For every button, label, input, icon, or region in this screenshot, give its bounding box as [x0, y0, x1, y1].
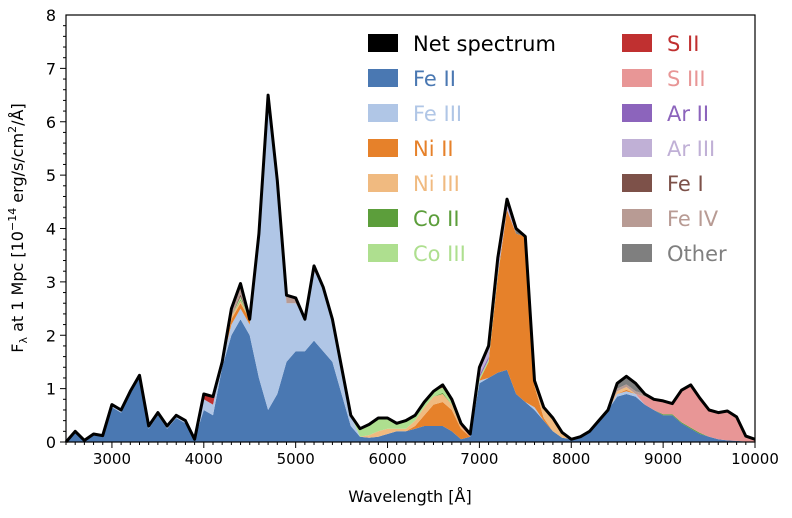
y-axis: 0 1 2 3 4 5 6 7 8 [46, 6, 66, 452]
legend-item-ni-iii: Ni III [368, 172, 460, 196]
legend-swatch [368, 209, 398, 227]
legend-item-co-iii: Co III [368, 242, 466, 266]
legend-item-net-spectrum: Net spectrum [368, 32, 556, 56]
y-tick-label: 2 [46, 326, 56, 345]
y-tick-label: 0 [46, 433, 56, 452]
y-tick-label: 4 [46, 220, 56, 239]
legend-item-ni-ii: Ni II [368, 137, 454, 161]
y-tick-label: 5 [46, 166, 56, 185]
legend-item-fe-ii: Fe II [368, 67, 456, 91]
legend-swatch [622, 209, 652, 227]
legend-swatch [622, 69, 652, 87]
legend-label: Ni II [413, 137, 454, 161]
x-tick-label: 9000 [644, 450, 682, 468]
legend-label: Ar III [667, 137, 715, 161]
y-tick-label: 1 [46, 380, 56, 399]
stacked-areas [66, 95, 755, 442]
legend-item-other: Other [622, 242, 727, 266]
legend-swatch [368, 139, 398, 157]
legend-item-ar-iii: Ar III [622, 137, 715, 161]
legend-swatch [368, 244, 398, 262]
legend-item-fe-iii: Fe III [368, 102, 462, 126]
legend-label: Fe IV [667, 207, 719, 231]
y-tick-label: 8 [46, 6, 56, 25]
legend-label: Co II [413, 207, 460, 231]
legend-item-ar-ii: Ar II [622, 102, 709, 126]
legend-label: S III [667, 67, 706, 91]
legend-swatch [368, 34, 398, 52]
x-tick-label: 7000 [460, 450, 498, 468]
legend-label: Fe I [667, 172, 704, 196]
legend-swatch [622, 34, 652, 52]
legend-swatch [622, 139, 652, 157]
area-fe-ii [66, 319, 755, 442]
legend-item-fe-iv: Fe IV [622, 207, 719, 231]
legend-label: Fe II [413, 67, 456, 91]
x-axis: 3000 4000 5000 6000 7000 8000 9000 10000 [65, 442, 779, 468]
y-tick-label: 7 [46, 59, 56, 78]
legend-item-s-iii: S III [622, 67, 706, 91]
legend-label: Co III [413, 242, 466, 266]
y-tick-label: 3 [46, 273, 56, 292]
legend-item-co-ii: Co II [368, 207, 460, 231]
legend-swatch [368, 104, 398, 122]
legend-item-fe-i: Fe I [622, 172, 704, 196]
legend-swatch [622, 104, 652, 122]
x-tick-label: 3000 [93, 450, 131, 468]
x-tick-label: 5000 [277, 450, 315, 468]
area-s-iii [66, 95, 755, 442]
legend-label: Ar II [667, 102, 709, 126]
y-tick-label: 6 [46, 113, 56, 132]
legend: Net spectrum Fe II Fe III Ni II Ni III Co II C… [368, 32, 727, 266]
legend-label: S II [667, 32, 699, 56]
legend-swatch [622, 244, 652, 262]
legend-swatch [622, 174, 652, 192]
legend-label: Net spectrum [413, 32, 556, 56]
x-tick-label: 10000 [731, 450, 779, 468]
y-axis-label: Fλ at 1 Mpc [10−14 erg/s/cm2/Å] [6, 103, 30, 352]
legend-swatch [368, 69, 398, 87]
legend-swatch [368, 174, 398, 192]
net-spectrum-line [64, 93, 756, 443]
x-tick-label: 8000 [552, 450, 590, 468]
x-tick-label: 6000 [368, 450, 406, 468]
x-axis-label: Wavelength [Å] [348, 487, 471, 506]
legend-label: Other [667, 242, 727, 266]
legend-item-s-ii: S II [622, 32, 699, 56]
legend-label: Fe III [413, 102, 462, 126]
legend-label: Ni III [413, 172, 460, 196]
x-tick-label: 4000 [185, 450, 223, 468]
